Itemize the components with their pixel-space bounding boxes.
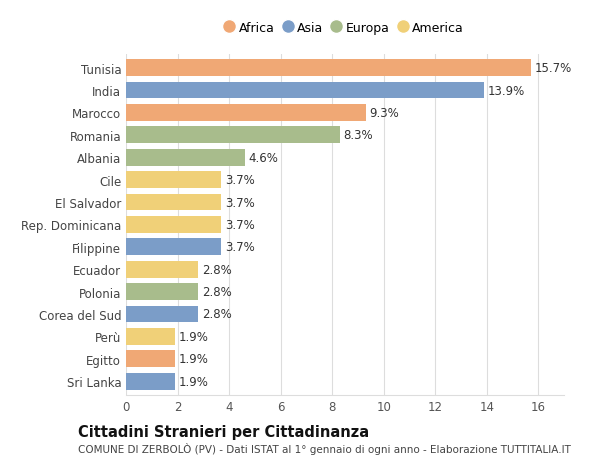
Bar: [126, 150, 245, 166]
Bar: [126, 172, 221, 189]
Text: 3.7%: 3.7%: [225, 174, 255, 187]
Bar: [126, 60, 530, 77]
Bar: [126, 83, 484, 99]
Bar: [126, 284, 198, 300]
Legend: Africa, Asia, Europa, America: Africa, Asia, Europa, America: [221, 17, 469, 40]
Text: Cittadini Stranieri per Cittadinanza: Cittadini Stranieri per Cittadinanza: [78, 425, 369, 440]
Bar: [126, 194, 221, 211]
Text: 9.3%: 9.3%: [370, 106, 399, 120]
Bar: [126, 351, 175, 367]
Text: 4.6%: 4.6%: [248, 151, 278, 164]
Text: 1.9%: 1.9%: [179, 330, 209, 343]
Text: 13.9%: 13.9%: [488, 84, 525, 97]
Text: 3.7%: 3.7%: [225, 218, 255, 231]
Text: 3.7%: 3.7%: [225, 196, 255, 209]
Text: 2.8%: 2.8%: [202, 285, 232, 298]
Text: 15.7%: 15.7%: [535, 62, 572, 75]
Text: 8.3%: 8.3%: [344, 129, 373, 142]
Bar: [126, 261, 198, 278]
Text: 2.8%: 2.8%: [202, 308, 232, 321]
Bar: [126, 127, 340, 144]
Text: 2.8%: 2.8%: [202, 263, 232, 276]
Text: 1.9%: 1.9%: [179, 375, 209, 388]
Bar: [126, 328, 175, 345]
Text: 1.9%: 1.9%: [179, 353, 209, 365]
Bar: [126, 217, 221, 233]
Text: COMUNE DI ZERBOLÒ (PV) - Dati ISTAT al 1° gennaio di ogni anno - Elaborazione TU: COMUNE DI ZERBOLÒ (PV) - Dati ISTAT al 1…: [78, 442, 571, 453]
Bar: [126, 105, 365, 122]
Text: 3.7%: 3.7%: [225, 241, 255, 254]
Bar: [126, 239, 221, 256]
Bar: [126, 306, 198, 323]
Bar: [126, 373, 175, 390]
